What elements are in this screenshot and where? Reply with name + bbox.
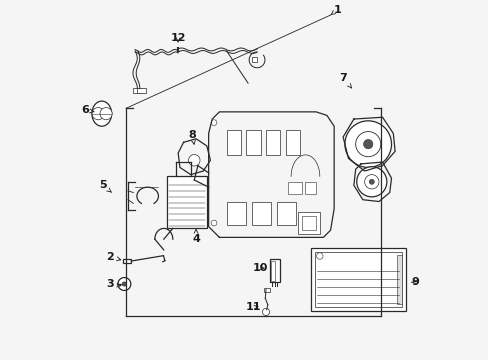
Circle shape	[364, 175, 378, 189]
Bar	[270, 261, 274, 281]
Circle shape	[211, 220, 217, 226]
Bar	[301, 216, 316, 230]
Text: 7: 7	[339, 73, 351, 88]
Bar	[251, 57, 257, 62]
Circle shape	[316, 253, 323, 259]
Bar	[314, 252, 401, 307]
Circle shape	[100, 108, 112, 120]
Text: 4: 4	[192, 229, 200, 244]
Bar	[287, 182, 301, 194]
Bar	[246, 130, 260, 155]
Bar	[123, 259, 131, 263]
Circle shape	[118, 278, 131, 291]
Text: 5: 5	[99, 180, 111, 192]
Bar	[396, 255, 401, 305]
Circle shape	[92, 108, 104, 120]
Bar	[137, 88, 145, 93]
Bar	[265, 130, 280, 155]
Bar	[226, 202, 246, 225]
Circle shape	[363, 139, 372, 149]
Circle shape	[188, 154, 200, 166]
Bar	[298, 212, 319, 234]
Circle shape	[368, 179, 373, 184]
Bar	[226, 130, 241, 155]
Circle shape	[211, 120, 217, 126]
Bar	[305, 182, 316, 194]
Bar	[269, 259, 280, 282]
Circle shape	[262, 309, 269, 316]
Bar	[167, 176, 206, 228]
Circle shape	[355, 132, 380, 157]
Circle shape	[356, 167, 386, 197]
Text: 6: 6	[81, 105, 94, 115]
Bar	[285, 130, 300, 155]
Bar	[263, 288, 269, 292]
Bar	[132, 88, 142, 93]
Ellipse shape	[92, 101, 111, 126]
Text: 8: 8	[188, 130, 196, 144]
Text: 10: 10	[252, 263, 268, 273]
Text: 1: 1	[330, 5, 341, 15]
Text: 2: 2	[106, 252, 121, 262]
Bar	[310, 248, 405, 311]
Text: 3: 3	[106, 279, 121, 289]
Text: 11: 11	[245, 302, 261, 312]
Bar	[251, 202, 271, 225]
Bar	[276, 202, 296, 225]
Text: 9: 9	[410, 277, 418, 287]
Circle shape	[122, 282, 126, 286]
Text: 12: 12	[170, 33, 185, 43]
Circle shape	[344, 121, 391, 167]
